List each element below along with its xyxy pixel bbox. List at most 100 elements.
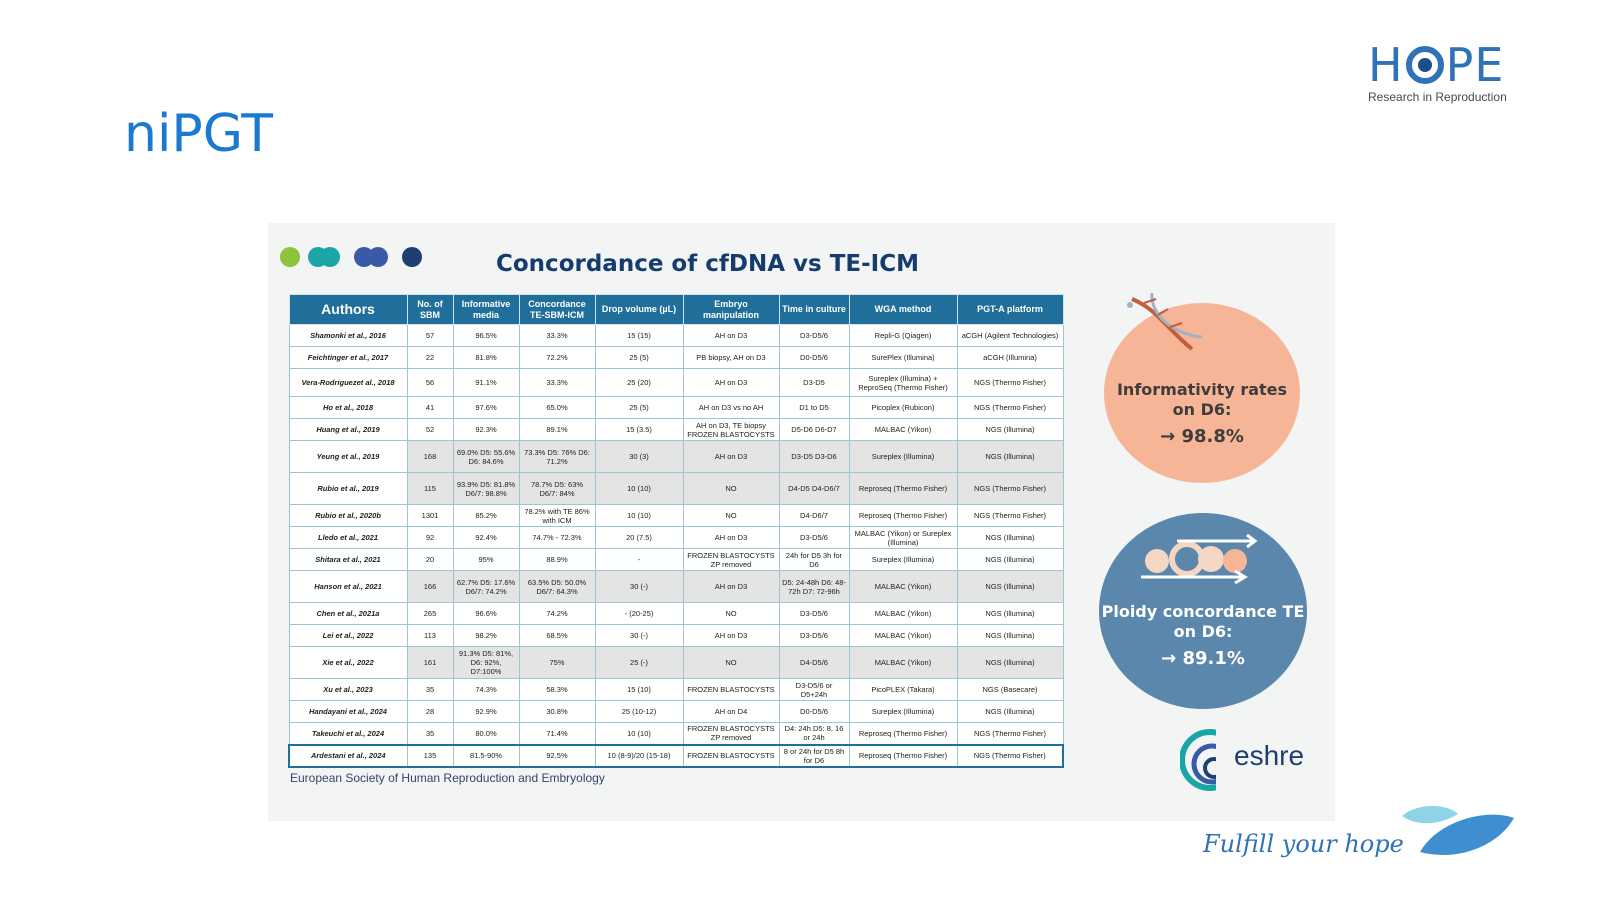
table-cell: 81.5-90% [452, 743, 520, 768]
table-cell: AH on D3 [682, 526, 780, 549]
table-cell: NGS (Thermo Fisher) [956, 722, 1064, 745]
table-cell: 88.9% [518, 548, 596, 571]
table-cell: 71.4% [518, 722, 596, 745]
table-cell: D5-D6 D6-D7 [778, 418, 850, 441]
table-cell: Sureplex (Illumina) [848, 548, 958, 571]
table-cell: 56 [406, 368, 454, 397]
table-cell: D4-D6/7 [778, 504, 850, 527]
table-cell: MALBAC (Yikon) [848, 624, 958, 647]
header-wga: WGA method [848, 294, 958, 325]
header-concordance: Concordance TE-SBM-ICM [518, 294, 596, 325]
table-cell: Reproseq (Thermo Fisher) [848, 722, 958, 745]
cell-author: Huang et al., 2019 [288, 418, 408, 441]
table-body: Shamonki et al., 2016 57 96.5% 33.3% 15 (15)… [288, 324, 1064, 768]
table-cell: D4-D5 D4-D6/7 [778, 472, 850, 505]
table-cell: NO [682, 646, 780, 679]
table-cell: 96.5% [452, 324, 520, 347]
eshre-wave-icon [1180, 728, 1240, 792]
table-cell: D1 to D5 [778, 396, 850, 419]
table-cell: 75% [518, 646, 596, 679]
table-cell: 58.3% [518, 678, 596, 701]
table-cell: AH on D3 [682, 624, 780, 647]
table-cell: 15 (10) [594, 678, 684, 701]
slide-title: Concordance of cfDNA vs TE-ICM [496, 251, 919, 277]
cell-author: Handayani et al., 2024 [288, 700, 408, 723]
header-embryo-manipulation: Embryo manipulation [682, 294, 780, 325]
table-cell: D3-D5/6 [778, 324, 850, 347]
cell-author: Takeuchi et al., 2024 [288, 722, 408, 745]
table-cell: 92.3% [452, 418, 520, 441]
table-cell: 92.9% [452, 700, 520, 723]
table-cell: AH on D3 [682, 440, 780, 473]
table-cell: 33.3% [518, 324, 596, 347]
cell-author: Chen et al., 2021a [288, 602, 408, 625]
table-cell: AH on D3 [682, 368, 780, 397]
table-row: Xu et al., 2023 35 74.3% 58.3% 15 (10) FROZEN… [288, 678, 1064, 701]
dna-icon [1127, 292, 1203, 351]
table-cell: 74.3% [452, 678, 520, 701]
table-cell: 89.1% [518, 418, 596, 441]
table-row: Takeuchi et al., 2024 35 80.0% 71.4% 10 (10)… [288, 722, 1064, 745]
table-cell: NGS (Thermo Fisher) [956, 472, 1064, 505]
table-cell: 81.8% [452, 346, 520, 369]
header-informative: Informative media [452, 294, 520, 325]
table-cell: NGS (Thermo Fisher) [956, 368, 1064, 397]
table-cell: Repli-G (Qiagen) [848, 324, 958, 347]
table-cell: 10 (10) [594, 722, 684, 745]
header-authors: Authors [288, 294, 408, 325]
ploidy-label: Ploidy concordance TE on D6: [1101, 601, 1305, 641]
accent-dot-teal-2 [320, 247, 340, 267]
table-cell: aCGH (Agilent Technologies) [956, 324, 1064, 347]
table-cell: 135 [406, 743, 454, 768]
table-cell: 20 (7.5) [594, 526, 684, 549]
slide-panel: Concordance of cfDNA vs TE-ICM Authors N… [268, 223, 1335, 821]
table-cell: PicoPLEX (Takara) [848, 678, 958, 701]
accent-dot-green [280, 247, 300, 267]
table-cell: 30 (-) [594, 570, 684, 603]
cell-author: Shitara et al., 2021 [288, 548, 408, 571]
table-cell: NGS (Illumina) [956, 570, 1064, 603]
table-cell: 69.0% D5: 55.6% D6: 84.6% [452, 440, 520, 473]
cell-author: Shamonki et al., 2016 [288, 324, 408, 347]
cell-author: Rubio et al., 2020b [288, 504, 408, 527]
table-cell: NO [682, 472, 780, 505]
table-cell: 92.5% [518, 743, 596, 768]
table-cell: - [594, 548, 684, 571]
table-cell: D0-D5/6 [778, 700, 850, 723]
table-cell: 68.5% [518, 624, 596, 647]
table-cell: 25 (10-12) [594, 700, 684, 723]
table-cell: 161 [406, 646, 454, 679]
table-cell: 72.2% [518, 346, 596, 369]
table-row: Feichtinger et al., 2017 22 81.8% 72.2% 25 (… [288, 346, 1064, 369]
tagline: Fulfill your hope [1203, 830, 1404, 858]
table-cell: 74.2% [518, 602, 596, 625]
header-platform: PGT-A platform [956, 294, 1064, 325]
table-cell: 91.3% D5: 81%, D6: 92%, D7:100% [452, 646, 520, 679]
table-row: Vera-Rodriguezet al., 2018 56 91.1% 33.3% 25… [288, 368, 1064, 397]
table-cell: 78.7% D5: 63% D6/7: 84% [518, 472, 596, 505]
table-cell: FROZEN BLASTOCYSTS ZP removed [682, 548, 780, 571]
header-drop-volume: Drop volume (µL) [594, 294, 684, 325]
table-cell: NGS (Illumina) [956, 602, 1064, 625]
table-cell: - (20-25) [594, 602, 684, 625]
table-cell: SurePlex (Illumina) [848, 346, 958, 369]
table-cell: 15 (3.5) [594, 418, 684, 441]
table-cell: 10 (10) [594, 472, 684, 505]
table-cell: Sureplex (Illumina) [848, 700, 958, 723]
table-cell: 96.6% [452, 602, 520, 625]
table-cell: D3-D5 D3-D6 [778, 440, 850, 473]
cell-author: Ho et al., 2018 [288, 396, 408, 419]
table-row: Lledo et al., 2021 92 92.4% 74.7% - 72.3% 20… [288, 526, 1064, 549]
table-cell: NGS (Illumina) [956, 646, 1064, 679]
table-cell: NGS (Thermo Fisher) [956, 504, 1064, 527]
table-row: Lei et al., 2022 113 98.2% 68.5% 30 (-) AH on… [288, 624, 1064, 647]
header-sbm: No. of SBM [406, 294, 454, 325]
accent-dot-blue-2 [368, 247, 388, 267]
table-cell: 93.9% D5: 81.8% D6/7: 98.8% [452, 472, 520, 505]
table-cell: AH on D3, TE biopsy FROZEN BLASTOCYSTS [682, 418, 780, 441]
table-cell: 52 [406, 418, 454, 441]
table-row: Shitara et al., 2021 20 95% 88.9% - FROZEN BL… [288, 548, 1064, 571]
cell-author: Lei et al., 2022 [288, 624, 408, 647]
table-header-row: Authors No. of SBM Informative media Con… [288, 294, 1064, 325]
